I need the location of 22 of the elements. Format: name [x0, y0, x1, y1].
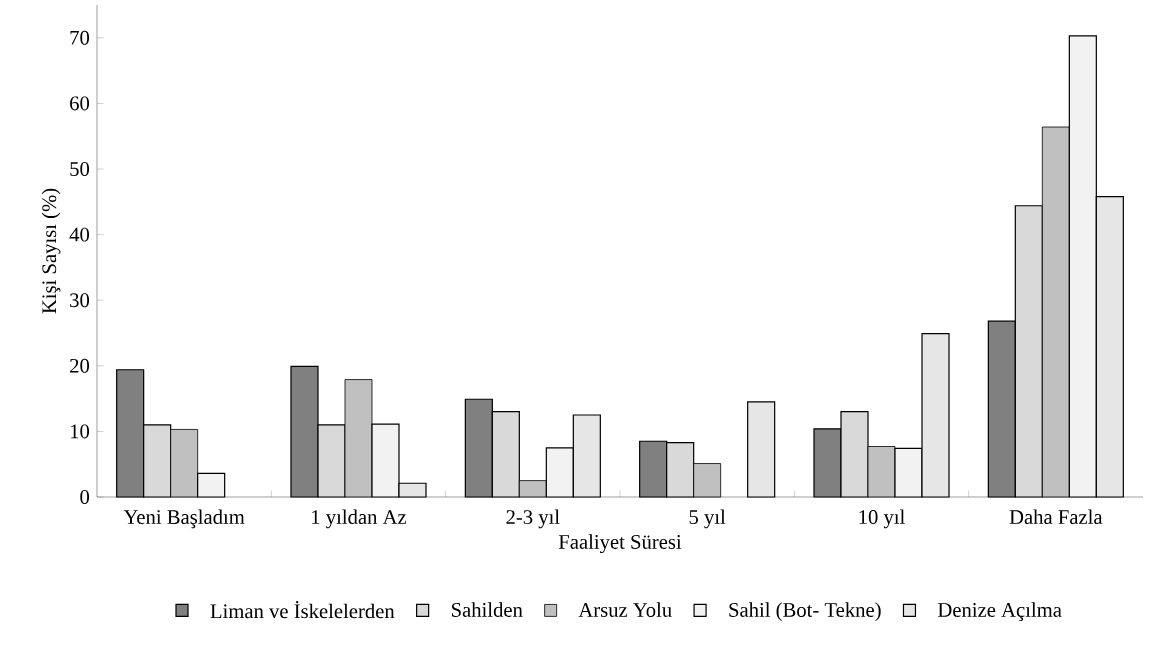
- y-tick-label: 0: [80, 490, 90, 504]
- legend-label: Sahilden: [451, 602, 523, 617]
- legend-label: Liman ve İskelelerden: [210, 601, 395, 619]
- y-tick-label: 50: [70, 162, 90, 176]
- x-tick-label: Daha Fazla: [1009, 509, 1103, 525]
- y-axis-title: Kişi Sayısı (%): [41, 188, 61, 314]
- x-tick-label: 2-3 yıl: [506, 509, 560, 529]
- legend-label: Arsuz Yolu: [578, 602, 672, 617]
- y-tick-label: 20: [70, 358, 90, 373]
- x-tick-label: Yeni Başladım: [123, 509, 245, 529]
- y-tick-label: 60: [70, 96, 90, 111]
- x-tick-label: 5 yıl: [689, 509, 726, 529]
- y-tick-label: 70: [70, 30, 90, 45]
- bar: [747, 401, 776, 498]
- y-tick-label: 40: [69, 227, 90, 242]
- x-tick-label: 1 yıldan Az: [312, 509, 407, 529]
- x-axis-title: Faaliyet Süresi: [558, 534, 682, 554]
- legend-label: Denize Açılma: [937, 602, 1062, 622]
- x-tick-label: 10 yıl: [859, 509, 905, 529]
- y-tick-label: 30: [70, 293, 90, 308]
- y-tick-label: 10: [70, 424, 90, 439]
- legend-label: Sahil (Bot- Tekne): [729, 602, 881, 622]
